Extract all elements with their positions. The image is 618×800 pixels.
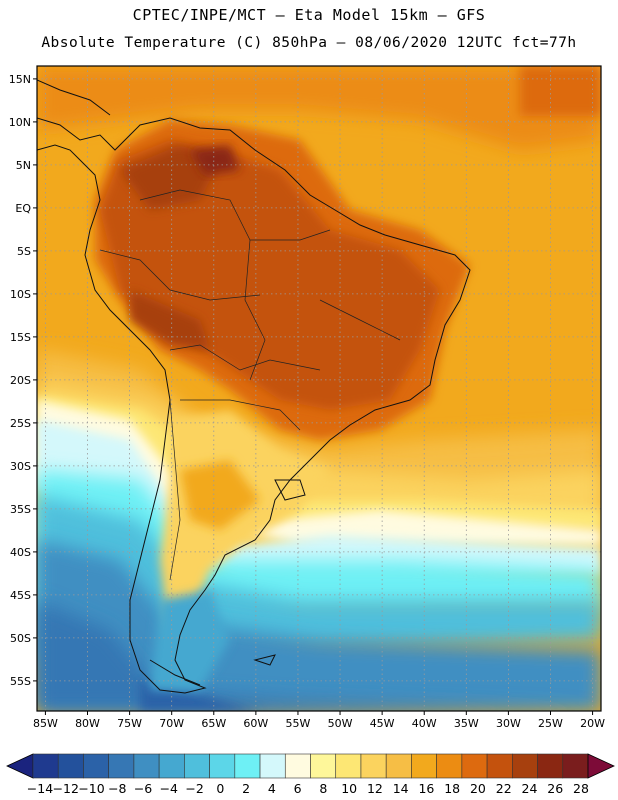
colorbar-swatch <box>512 753 538 779</box>
lat-label: 20S <box>10 374 31 387</box>
colorbar-swatch <box>335 753 362 779</box>
colorbar: −14 −12 −10 −8 −6 −4 −2 0 2 4 6 8 10 12 14 16 18 20 22 24 26… <box>6 753 615 796</box>
lat-label: 10S <box>10 288 31 301</box>
colorbar-swatch <box>158 753 185 779</box>
lon-label: 20W <box>580 717 605 730</box>
lon-label: 40W <box>412 717 437 730</box>
colorbar-swatch <box>108 753 135 779</box>
colorbar-label: 26 <box>547 781 563 796</box>
chart-subtitle: Absolute Temperature (C) 850hPa – 08/06/… <box>41 35 577 51</box>
country-borders <box>99 189 401 581</box>
colorbar-swatch <box>259 753 286 779</box>
colorbar-label: 12 <box>367 781 383 796</box>
lon-label: 30W <box>496 717 521 730</box>
colorbar-label: 14 <box>393 781 409 796</box>
colorbar-label: 10 <box>341 781 357 796</box>
colorbar-swatch <box>310 753 337 779</box>
colorbar-swatch <box>360 753 387 779</box>
lat-label: 55S <box>10 675 31 688</box>
colorbar-label: −6 <box>134 781 152 796</box>
colorbar-swatch <box>57 753 84 779</box>
colorbar-swatch <box>133 753 160 779</box>
colorbar-swatch <box>32 753 59 779</box>
lat-label: 50S <box>10 632 31 645</box>
colorbar-swatch <box>284 753 311 779</box>
colorbar-label: 16 <box>418 781 434 796</box>
colorbar-swatch <box>411 753 437 779</box>
colorbar-label: 18 <box>444 781 460 796</box>
colorbar-swatch <box>209 753 236 779</box>
colorbar-overflow-arrow <box>587 753 615 779</box>
lat-label: 15S <box>10 331 31 344</box>
colorbar-swatch <box>83 753 109 779</box>
colorbar-label: −4 <box>160 781 178 796</box>
colorbar-label: 24 <box>522 781 538 796</box>
colorbar-swatch <box>562 753 589 779</box>
longitude-labels: 85W 80W 75W 70W 65W 60W 55W 50W 45W 40W 35W 30W 25W 2… <box>33 711 605 730</box>
lon-label: 70W <box>159 717 184 730</box>
lat-label: 10N <box>9 116 31 129</box>
colorbar-label: 20 <box>470 781 486 796</box>
colorbar-swatch <box>537 753 564 779</box>
lat-label: 35S <box>10 503 31 516</box>
coastlines <box>37 79 471 694</box>
colorbar-label: 8 <box>319 781 327 796</box>
colorbar-label: 22 <box>496 781 512 796</box>
lon-label: 55W <box>286 717 311 730</box>
colorbar-swatch <box>486 753 513 779</box>
colorbar-underflow-arrow <box>6 753 34 779</box>
temperature-field <box>37 66 601 711</box>
colorbar-label: −2 <box>185 781 203 796</box>
colorbar-swatch <box>461 753 488 779</box>
lat-label: EQ <box>15 202 31 215</box>
lat-label: 5N <box>16 159 31 172</box>
colorbar-label: 0 <box>216 781 224 796</box>
lon-label: 80W <box>75 717 100 730</box>
colorbar-swatch <box>436 753 463 779</box>
colorbar-label: −14 <box>27 781 53 796</box>
lon-label: 25W <box>538 717 563 730</box>
colorbar-swatch <box>234 753 261 779</box>
map-frame <box>36 65 602 712</box>
colorbar-label: −12 <box>53 781 79 796</box>
latitude-labels: 15N 10N 5N EQ 5S 10S 15S 20S 25S 30S 35S 40S 45S 50S 5… <box>9 73 37 688</box>
colorbar-label: −8 <box>108 781 126 796</box>
chart-title: CPTEC/INPE/MCT – Eta Model 15km – GFS <box>132 6 486 24</box>
lon-label: 65W <box>201 717 226 730</box>
lat-label: 15N <box>9 73 31 86</box>
lon-label: 45W <box>370 717 395 730</box>
lon-label: 35W <box>454 717 479 730</box>
lat-label: 40S <box>10 546 31 559</box>
colorbar-label: 28 <box>573 781 589 796</box>
colorbar-label: 6 <box>294 781 302 796</box>
lon-label: 60W <box>243 717 268 730</box>
colorbar-label: −10 <box>78 781 104 796</box>
colorbar-swatch <box>385 753 412 779</box>
lon-label: 50W <box>328 717 353 730</box>
lat-label: 45S <box>10 589 31 602</box>
lat-label: 30S <box>10 460 31 473</box>
lon-label: 85W <box>33 717 58 730</box>
colorbar-swatch <box>184 753 210 779</box>
colorbar-label: 4 <box>268 781 276 796</box>
lat-label: 25S <box>10 417 31 430</box>
lon-label: 75W <box>117 717 142 730</box>
colorbar-label: 2 <box>242 781 250 796</box>
lat-label: 5S <box>17 245 31 258</box>
